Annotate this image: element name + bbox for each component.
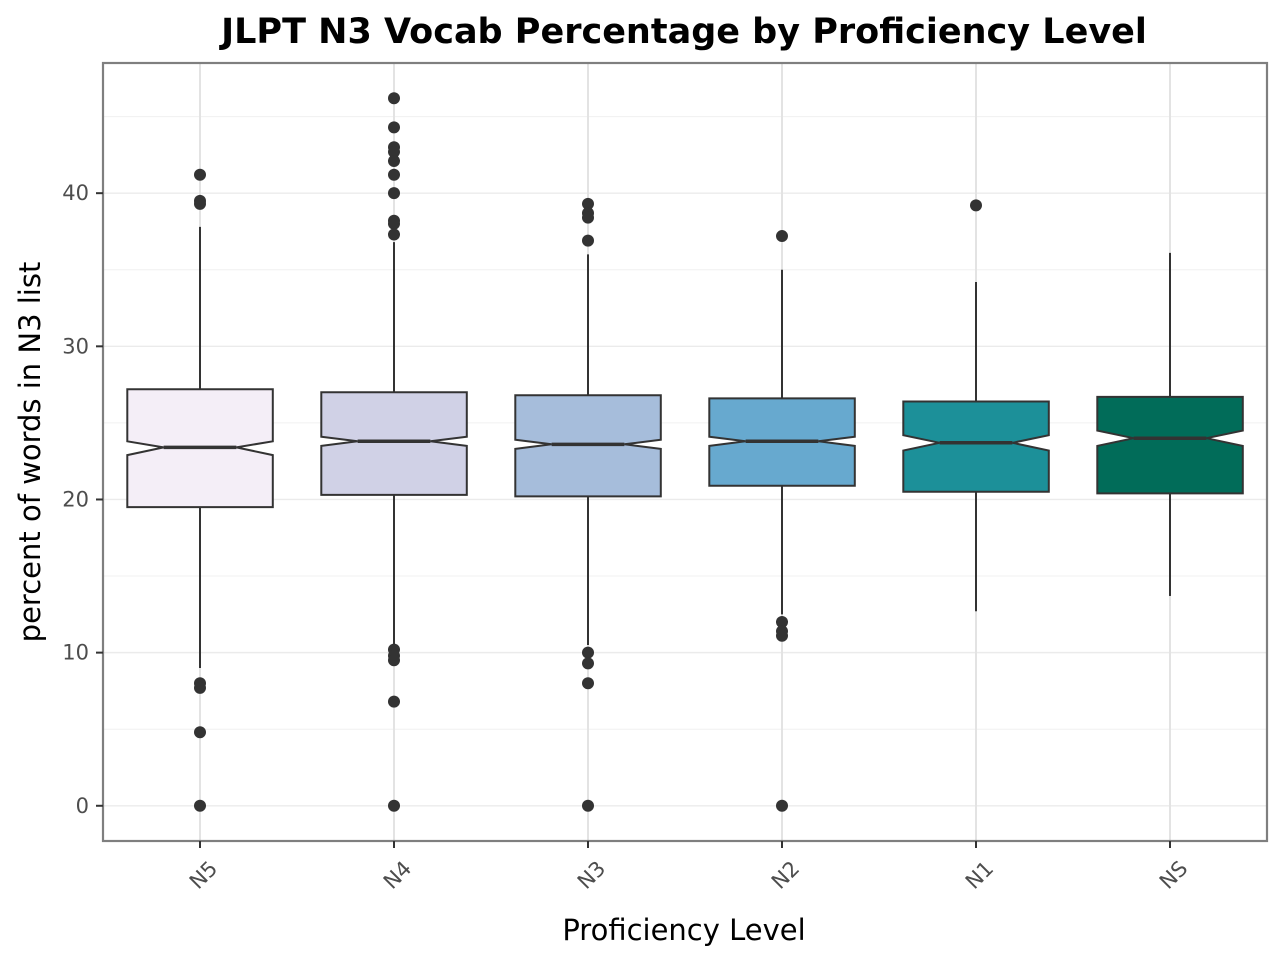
outlier-point — [388, 654, 400, 667]
y-tick-label: 20 — [62, 487, 89, 511]
x-axis-label: Proficiency Level — [562, 913, 805, 947]
outlier-point — [582, 657, 594, 670]
box-body — [902, 400, 1050, 493]
outlier-point — [388, 92, 400, 105]
boxes — [126, 92, 1244, 812]
box-body — [1096, 395, 1244, 495]
outlier-point — [388, 155, 400, 168]
x-tick-label: N3 — [573, 856, 611, 894]
outlier-point — [582, 234, 594, 247]
outlier-point — [582, 799, 594, 812]
x-tick-label: N5 — [185, 856, 223, 894]
outlier-point — [388, 145, 400, 158]
outlier-point — [194, 726, 206, 739]
outlier-point — [388, 187, 400, 200]
outlier-point — [388, 799, 400, 812]
outlier-point — [776, 629, 788, 642]
outlier-point — [582, 197, 594, 210]
y-tick-label: 0 — [76, 794, 89, 818]
outlier-point — [194, 799, 206, 812]
box-n4 — [320, 92, 468, 812]
box-n2 — [708, 230, 856, 812]
chart-title: JLPT N3 Vocab Percentage by Proficiency … — [219, 12, 1147, 52]
outlier-point — [388, 695, 400, 708]
outlier-point — [776, 799, 788, 812]
outlier-point — [388, 168, 400, 181]
outlier-point — [388, 217, 400, 230]
outlier-point — [582, 211, 594, 224]
outlier-point — [388, 121, 400, 134]
outlier-point — [194, 168, 206, 181]
x-tick-label: N4 — [379, 856, 417, 894]
axes: 0 10 20 30 40 N5 N4 N3 N2 N1 NS — [62, 181, 1192, 894]
grid — [103, 63, 1267, 841]
outlier-point — [582, 646, 594, 659]
y-tick-label: 30 — [62, 334, 89, 358]
outlier-point — [388, 228, 400, 241]
outlier-point — [776, 615, 788, 628]
x-tick-label: N2 — [767, 856, 805, 894]
outlier-point — [194, 681, 206, 694]
box-n1 — [902, 199, 1050, 612]
y-tick-label: 40 — [62, 181, 89, 205]
outlier-point — [970, 199, 982, 212]
outlier-point — [582, 677, 594, 690]
y-axis-label: percent of words in N3 list — [13, 262, 47, 643]
box-body — [320, 391, 468, 496]
x-tick-label: NS — [1155, 856, 1193, 894]
y-tick-label: 10 — [62, 641, 89, 665]
box-n3 — [514, 197, 662, 812]
plot-panel — [101, 61, 1269, 843]
outlier-point — [194, 197, 206, 210]
box-n5 — [126, 168, 274, 812]
x-tick-label: N1 — [961, 856, 999, 894]
outlier-point — [776, 230, 788, 243]
box-ns — [1096, 252, 1244, 596]
